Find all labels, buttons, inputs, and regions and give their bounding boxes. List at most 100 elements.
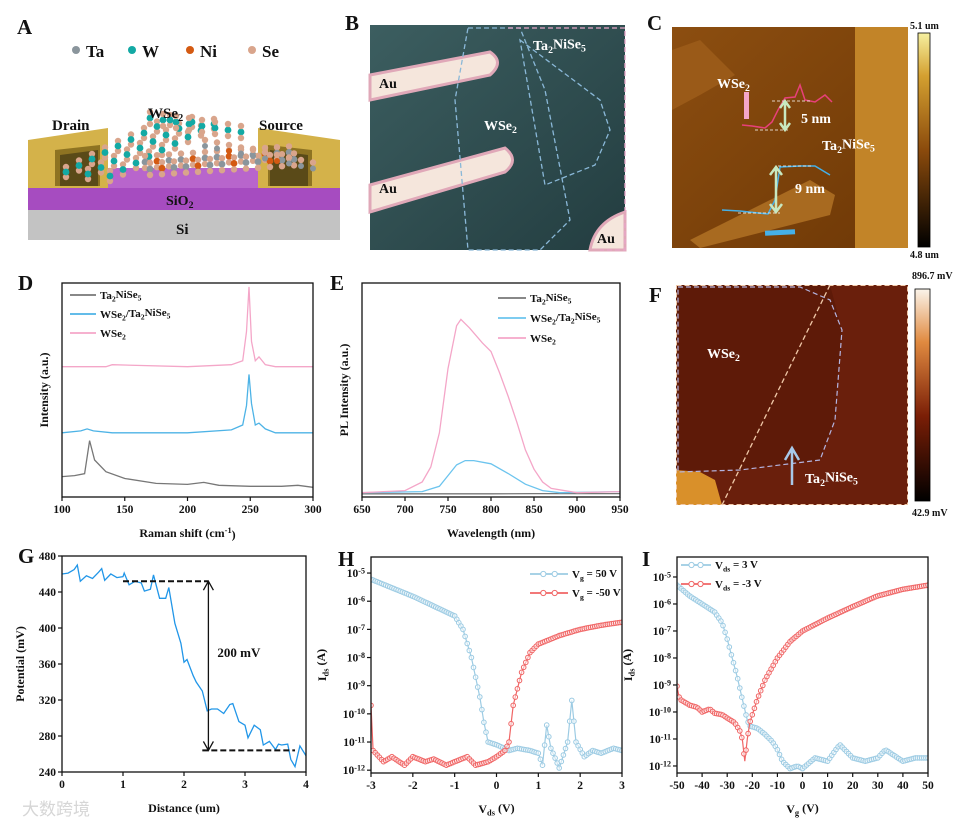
data-point [724, 636, 731, 642]
y-axis-label: Intensity (a.u.) [37, 352, 51, 427]
x-tick-label: 40 [897, 780, 909, 792]
data-point [571, 718, 577, 725]
legend-label: Ta2NiSe5 [100, 289, 142, 303]
sio2-top-face [55, 168, 310, 188]
series-line [62, 440, 313, 488]
x-tick-label: 2 [577, 780, 583, 792]
legend-label: Vg = 50 V [572, 568, 617, 582]
colorbar-min: 4.8 um [910, 250, 940, 261]
y-tick-label: 280 [39, 731, 57, 743]
wse2-scan-marker [744, 92, 749, 119]
x-tick-label: 800 [482, 504, 500, 516]
x-tick-label: 50 [922, 780, 934, 792]
colorbar-max: 896.7 mV [912, 271, 953, 282]
data-point [523, 659, 529, 666]
series-line [362, 318, 620, 494]
colorbar-min: 42.9 mV [912, 508, 948, 519]
legend-marker [551, 589, 558, 597]
panel-label-i: I [642, 547, 650, 571]
double-arrow [202, 579, 214, 752]
y-tick-label: 10-6 [653, 597, 671, 611]
data-point [774, 746, 781, 753]
data-point [558, 758, 565, 765]
legend-marker [688, 561, 695, 569]
data-point [556, 765, 563, 771]
data-point [737, 728, 743, 734]
data-point [537, 756, 544, 763]
step-height-5nm: 5 nm [801, 112, 831, 127]
drain-label: Drain [52, 118, 90, 134]
x-tick-label: -20 [745, 780, 761, 792]
data-point [472, 674, 479, 681]
ta2nise5-label: Ta2NiSe5 [822, 138, 875, 156]
x-tick-label: 30 [872, 780, 884, 792]
legend-dot-w [128, 46, 136, 54]
data-point [749, 712, 756, 718]
x-tick-label: 850 [525, 504, 543, 516]
legend-label: WSe2 [530, 333, 556, 346]
series-line [362, 459, 620, 494]
data-point [468, 654, 475, 661]
series-line [62, 374, 313, 434]
series-line [62, 286, 313, 368]
scan-direction-arrow [783, 445, 801, 485]
series-2 [362, 318, 620, 494]
legend-label: WSe2 [100, 328, 126, 341]
wse2-outline [677, 286, 843, 473]
legend-marker [697, 580, 704, 588]
panel-b-optical-image: B Au Au Au WSe2 Ta2NiSe5 [345, 11, 627, 252]
data-point [730, 659, 737, 666]
data-point [483, 729, 489, 736]
legend-label: WSe2/Ta2NiSe5 [100, 307, 171, 322]
data-point [550, 750, 556, 757]
height-profile-wse2 [741, 82, 833, 129]
data-point [502, 747, 508, 754]
data-point [776, 751, 783, 758]
x-axis-label: Wavelength (nm) [447, 526, 535, 540]
x-tick-label: -1 [450, 780, 460, 792]
series-line [371, 578, 622, 770]
x-axis-label: Vds (V) [478, 801, 514, 818]
x-tick-label: 0 [494, 780, 500, 792]
data-point [539, 762, 546, 769]
potential-difference-label: 200 mV [217, 645, 261, 660]
panel-label-h: H [338, 547, 354, 571]
y-axis-label: Ids (A) [620, 649, 637, 681]
wse2-label: WSe2 [148, 106, 183, 124]
y-tick-label: 360 [39, 659, 57, 671]
y-axis-label: Potential (mV) [13, 626, 27, 702]
panel-a-schematic: A Ta W Ni Se Drain WSe2 Source SiO2 Si [17, 15, 340, 240]
legend-label: Vds = -3 V [715, 578, 762, 592]
boundary-line [721, 284, 831, 506]
data-point [728, 652, 735, 658]
data-point [504, 743, 510, 750]
watermark: 大数跨境 [22, 800, 90, 820]
data-point [564, 739, 571, 745]
legend-label-se: Se [262, 42, 279, 61]
ta2nise5-outline [676, 285, 908, 505]
legend-label-ta: Ta [86, 42, 105, 61]
au-label-2: Au [379, 182, 397, 197]
data-point [518, 669, 525, 676]
y-tick-label: 10-5 [653, 570, 671, 584]
legend-dot-ta [72, 46, 80, 54]
data-point [760, 682, 766, 689]
legend: Vg = 50 V Vg = -50 V [530, 568, 621, 601]
series-1 [677, 582, 928, 762]
panel-label-c: C [647, 11, 662, 35]
y-tick-label: 10-10 [343, 707, 365, 721]
si-label: Si [176, 222, 189, 238]
panel-label-a: A [17, 15, 33, 39]
x-tick-label: 750 [439, 504, 457, 516]
data-point [552, 755, 558, 761]
data-point [734, 675, 741, 682]
y-tick-label: 400 [39, 623, 57, 635]
x-tick-label: 250 [242, 504, 260, 516]
data-point [739, 694, 745, 701]
ta2nise5-outline [508, 27, 626, 251]
x-tick-label: 700 [396, 504, 414, 516]
y-tick-label: 10-8 [653, 651, 671, 665]
chart-e: E 650 700 750 800 850 900 950 Wavelength (nm) PL … [330, 271, 629, 540]
au-label-1: Au [379, 77, 397, 92]
